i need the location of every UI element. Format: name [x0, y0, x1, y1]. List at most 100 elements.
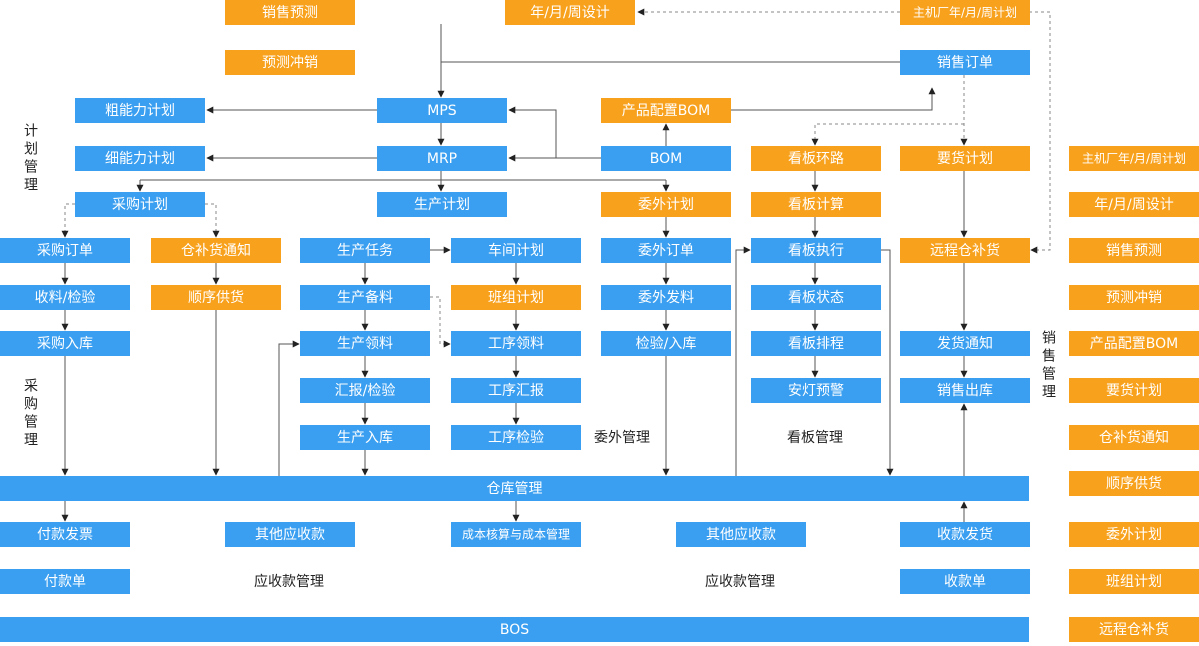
node-label-box [751, 238, 881, 263]
node-label: 看板环路 [788, 151, 844, 167]
node-label-box [601, 98, 731, 123]
node-label-box [300, 238, 430, 263]
node-label: 采购订单 [37, 243, 93, 259]
connectors [61, 8, 1051, 522]
node-label: 收料/检验 [35, 290, 96, 306]
node-label: 粗能力计划 [105, 103, 175, 119]
node-label: 付款单 [44, 574, 86, 590]
node-label: 看板状态 [788, 290, 844, 306]
node-label: 工序汇报 [488, 383, 544, 399]
node-label-box [751, 378, 881, 403]
legend-label-box [1069, 471, 1199, 496]
node-label-box [505, 0, 635, 25]
legend-label-box [1069, 285, 1199, 310]
node-label: 销售预测 [262, 5, 318, 21]
node-label-box [900, 378, 1030, 403]
node-label: 细能力计划 [105, 151, 175, 167]
legend-label-box [1069, 569, 1199, 594]
legend-label: 仓补货通知 [1099, 429, 1169, 446]
node-label: 年/月/周设计 [530, 5, 609, 21]
node-label: 其他应收款 [706, 526, 776, 543]
connector [811, 123, 964, 146]
node-label: 安灯预警 [788, 383, 844, 399]
node-label-box [900, 146, 1030, 171]
legend-label-box [1069, 522, 1199, 547]
connector [1029, 11, 1051, 254]
node-label-box [900, 569, 1030, 594]
node-label-box [225, 50, 355, 75]
node-label-box [900, 238, 1030, 263]
node-label-box [601, 285, 731, 310]
node-label-box [151, 238, 281, 263]
legend-label: 远程仓补货 [1099, 621, 1169, 638]
node-label: 看板计算 [788, 197, 844, 213]
node-label: 生产任务 [337, 243, 393, 259]
connector [731, 87, 936, 111]
node-label: 要货计划 [937, 150, 993, 167]
node-label: 付款发票 [37, 527, 93, 543]
legend-label-box [1069, 617, 1199, 642]
node-label-box [0, 331, 130, 356]
connector [430, 296, 451, 348]
legend-label: 产品配置BOM [1090, 336, 1178, 352]
section-title: 计划管理 [22, 123, 38, 195]
connector [881, 249, 894, 476]
node-label-box [451, 425, 581, 450]
legend-label-box [1069, 192, 1199, 217]
node-label-box [900, 0, 1030, 25]
section-note: 委外管理 [594, 430, 650, 446]
node-label: 汇报/检验 [335, 383, 396, 399]
node-label: BOM [650, 151, 682, 167]
node-label-box [0, 238, 130, 263]
connector [508, 106, 557, 158]
connector [278, 340, 300, 476]
node-label: 主机厂年/月/周计划 [913, 6, 1017, 20]
legend-label: 要货计划 [1106, 382, 1162, 399]
section-title: 销售管理 [1040, 330, 1056, 402]
node-label-box [751, 146, 881, 171]
node-label-box [601, 146, 731, 171]
node-label-box [601, 192, 731, 217]
node-label-box [300, 425, 430, 450]
node-label-box [0, 617, 1029, 642]
node-label: 收款发货 [937, 526, 993, 543]
node-label-box [377, 146, 507, 171]
section-note: 看板管理 [787, 430, 843, 446]
legend-label: 年/月/周设计 [1094, 197, 1173, 213]
legend-label: 班组计划 [1106, 574, 1162, 590]
legend-label-box [1069, 425, 1199, 450]
legend-label-box [1069, 331, 1199, 356]
node-label: 班组计划 [488, 290, 544, 306]
node-label: 成本核算与成本管理 [462, 527, 570, 542]
section-note: 应收款管理 [254, 573, 324, 590]
node-label-box [451, 331, 581, 356]
node-label-box [451, 238, 581, 263]
node-label-box [0, 569, 130, 594]
node-label: 生产领料 [337, 336, 393, 352]
node-label: 生产备料 [337, 289, 393, 306]
node-label-box [225, 0, 355, 25]
legend-label: 销售预测 [1106, 243, 1162, 259]
node-label-box [300, 378, 430, 403]
node-label: 销售订单 [937, 55, 993, 71]
legend-label-box [1069, 146, 1199, 171]
node-label-box [900, 522, 1030, 547]
node-label-box [151, 285, 281, 310]
node-label-box [451, 285, 581, 310]
node-label: 委外计划 [638, 197, 694, 213]
legend-label-box [1069, 378, 1199, 403]
node-label: 仓补货通知 [181, 242, 251, 259]
node-label: 采购计划 [112, 197, 168, 213]
node-label: 看板排程 [788, 336, 844, 352]
legend-label-box [1069, 238, 1199, 263]
node-label-box [300, 331, 430, 356]
node-label-box [0, 476, 1029, 501]
legend-label: 委外计划 [1106, 527, 1162, 543]
node-label-box [451, 522, 581, 547]
node-label: 工序领料 [488, 336, 544, 352]
node-label: 生产入库 [337, 430, 393, 446]
section-note: 应收款管理 [705, 573, 775, 590]
node-label-box [0, 285, 130, 310]
node-label-box [676, 522, 806, 547]
legend-label: 预测冲销 [1106, 290, 1162, 306]
